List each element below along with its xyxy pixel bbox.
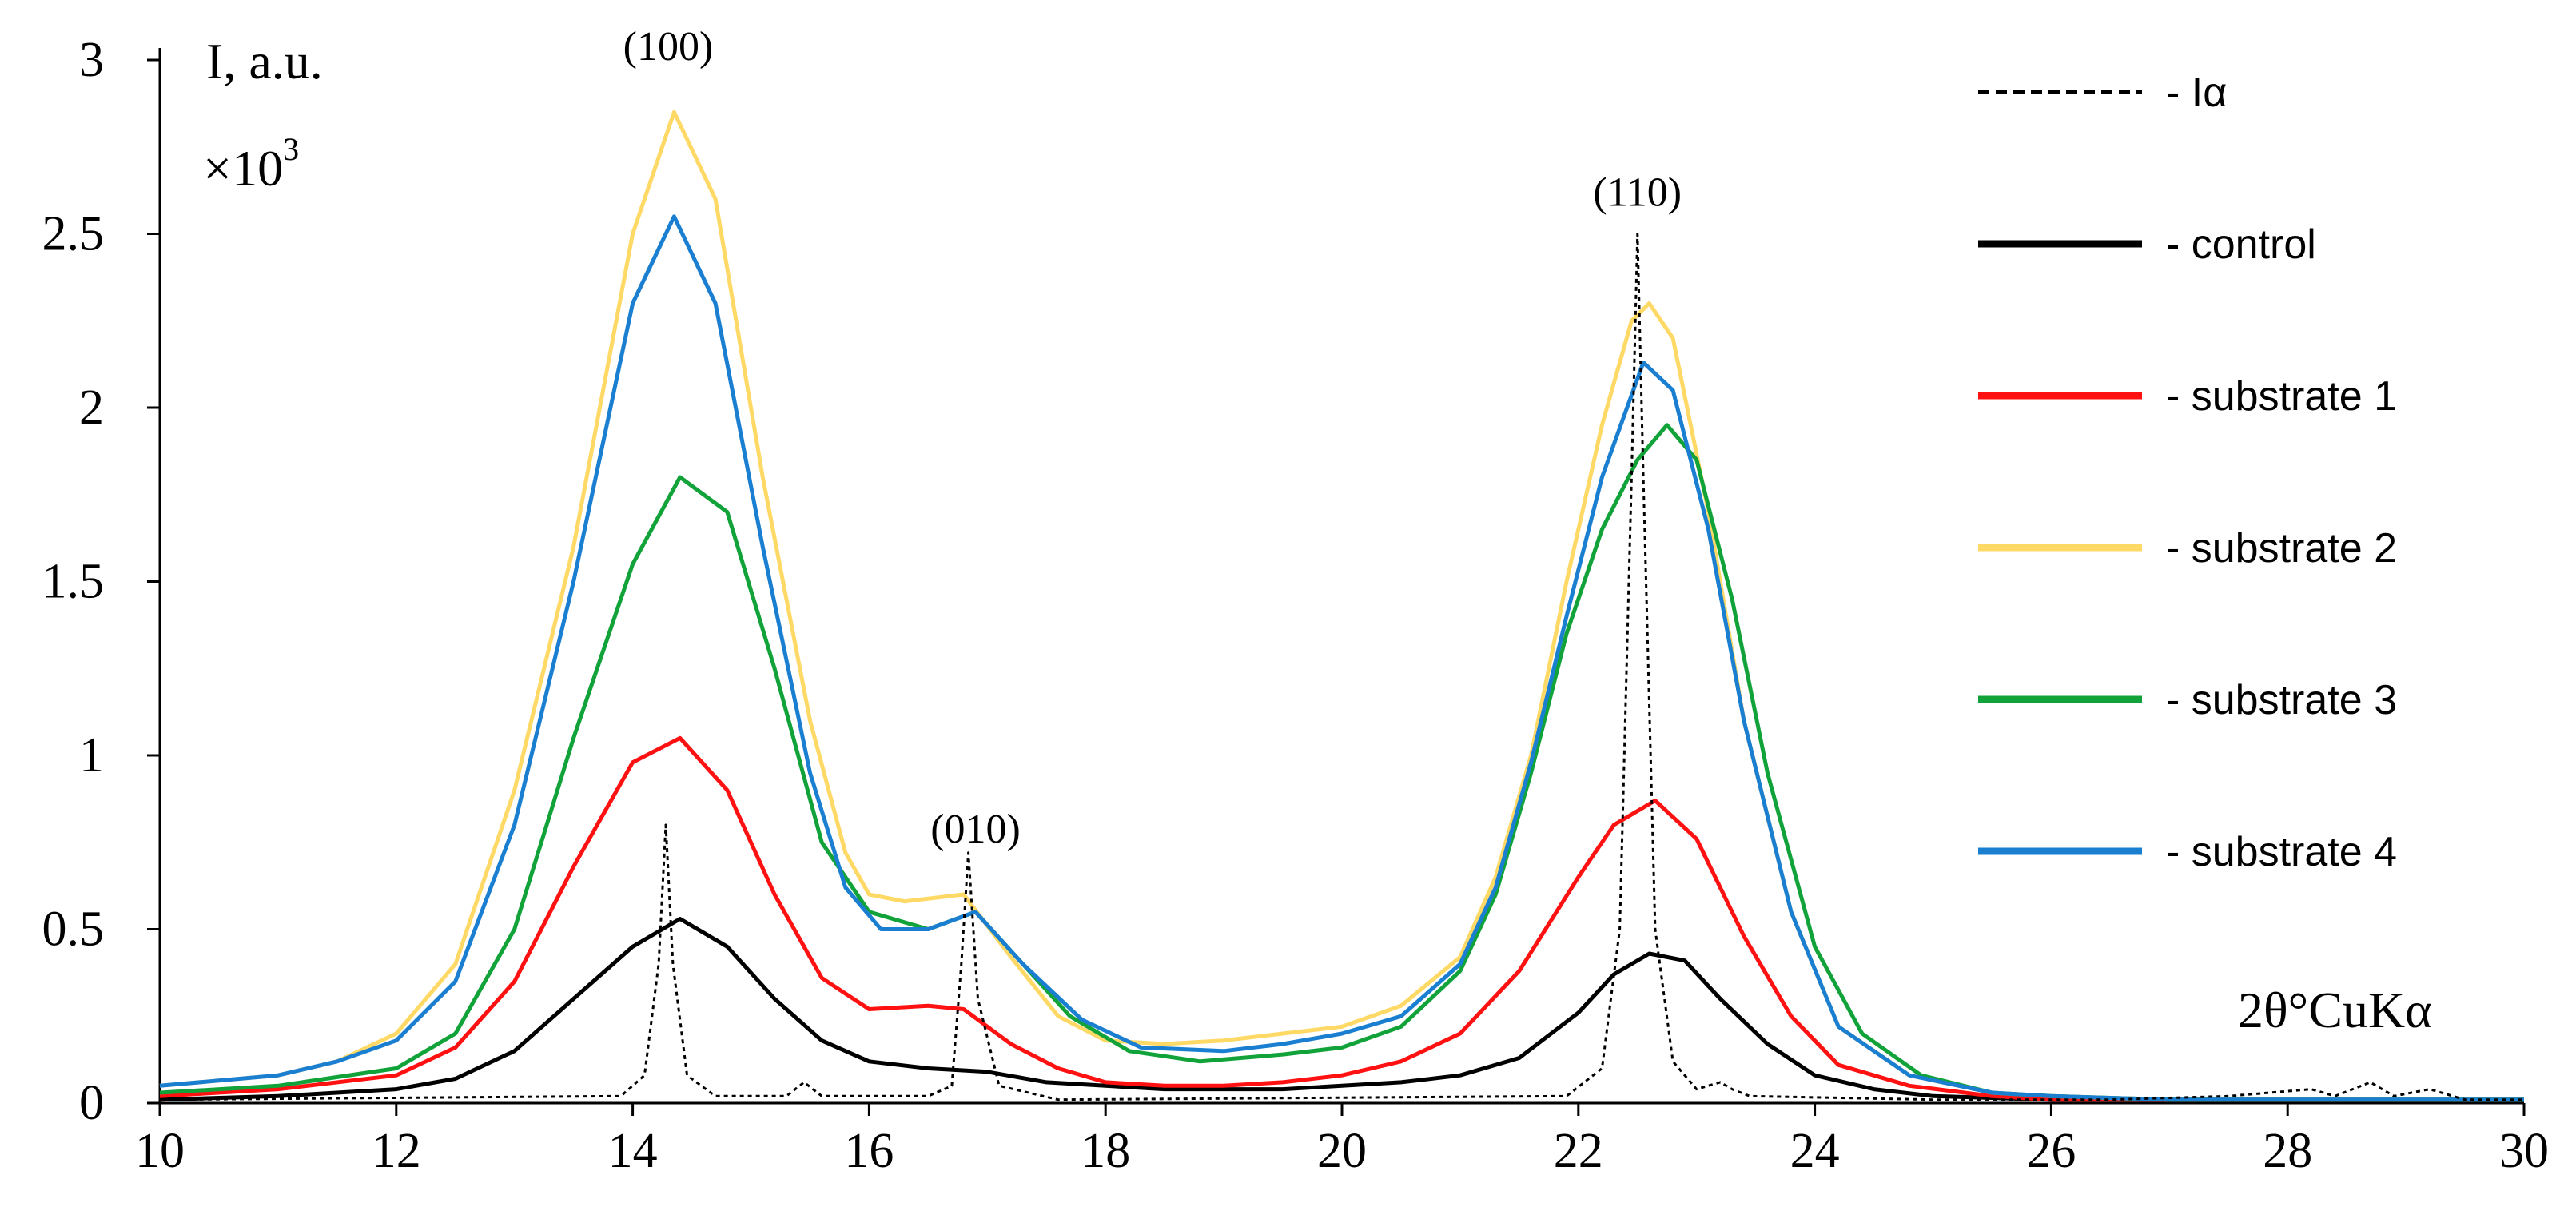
x-tick-label: 10 bbox=[135, 1124, 185, 1178]
x-tick-label: 12 bbox=[372, 1124, 421, 1178]
axes bbox=[158, 48, 2524, 1105]
y-axis-label: I, a.u. bbox=[206, 33, 323, 90]
series-line-control bbox=[159, 917, 2524, 1102]
x-axis-label: 2θ°CuKα bbox=[2238, 982, 2432, 1038]
x-tick-label: 22 bbox=[1554, 1124, 1603, 1178]
x-tick-label: 26 bbox=[2026, 1124, 2076, 1178]
y-axis-scale-base: ×10 bbox=[203, 140, 283, 197]
legend-label: - substrate 2 bbox=[2166, 525, 2397, 572]
y-axis-scale: ×103 bbox=[203, 131, 299, 197]
series-layer bbox=[159, 110, 2524, 1102]
y-tick-label: 1.5 bbox=[42, 555, 105, 609]
legend-label: - Iα bbox=[2166, 70, 2227, 116]
series-line-i bbox=[159, 233, 2524, 1101]
x-tick-label: 20 bbox=[1317, 1124, 1367, 1178]
legend: - Iα - control - substrate 1 - substrate 2 -… bbox=[1978, 70, 2397, 875]
x-tick-label: 28 bbox=[2263, 1124, 2312, 1178]
x-tick-label: 24 bbox=[1790, 1124, 1840, 1178]
legend-label: - control bbox=[2166, 221, 2316, 268]
series-line-substrate-3 bbox=[159, 423, 2524, 1102]
y-tick-label: 1 bbox=[79, 728, 104, 783]
x-tick-label: 14 bbox=[608, 1124, 658, 1178]
y-tick-label: 0.5 bbox=[42, 902, 105, 957]
series-line-substrate-1 bbox=[159, 735, 2524, 1102]
peak-label: (110) bbox=[1593, 170, 1682, 216]
y-tick-label: 2 bbox=[79, 380, 104, 435]
x-tick-label: 16 bbox=[844, 1124, 894, 1178]
legend-label: - substrate 1 bbox=[2166, 373, 2397, 420]
y-axis-scale-exponent: 3 bbox=[283, 131, 299, 167]
ticks-layer: 10 12 14 16 18 20 22 24 26 28 30 0 0.5 1 1.5 2 2.5 3 bbox=[42, 33, 2550, 1178]
peak-label: (010) bbox=[930, 807, 1021, 852]
x-tick-label: 30 bbox=[2499, 1124, 2549, 1178]
y-tick-label: 2.5 bbox=[42, 207, 105, 261]
x-tick-label: 18 bbox=[1081, 1124, 1130, 1178]
series-line-substrate-4 bbox=[159, 214, 2524, 1102]
y-tick-label: 3 bbox=[79, 33, 104, 87]
peak-labels: (100) (010) (110) bbox=[623, 24, 1682, 852]
legend-label: - substrate 4 bbox=[2166, 829, 2397, 875]
peak-label: (100) bbox=[623, 24, 714, 70]
legend-label: - substrate 3 bbox=[2166, 677, 2397, 723]
y-axis-label-group: I, a.u. ×103 bbox=[203, 33, 323, 197]
y-tick-label: 0 bbox=[79, 1076, 104, 1130]
